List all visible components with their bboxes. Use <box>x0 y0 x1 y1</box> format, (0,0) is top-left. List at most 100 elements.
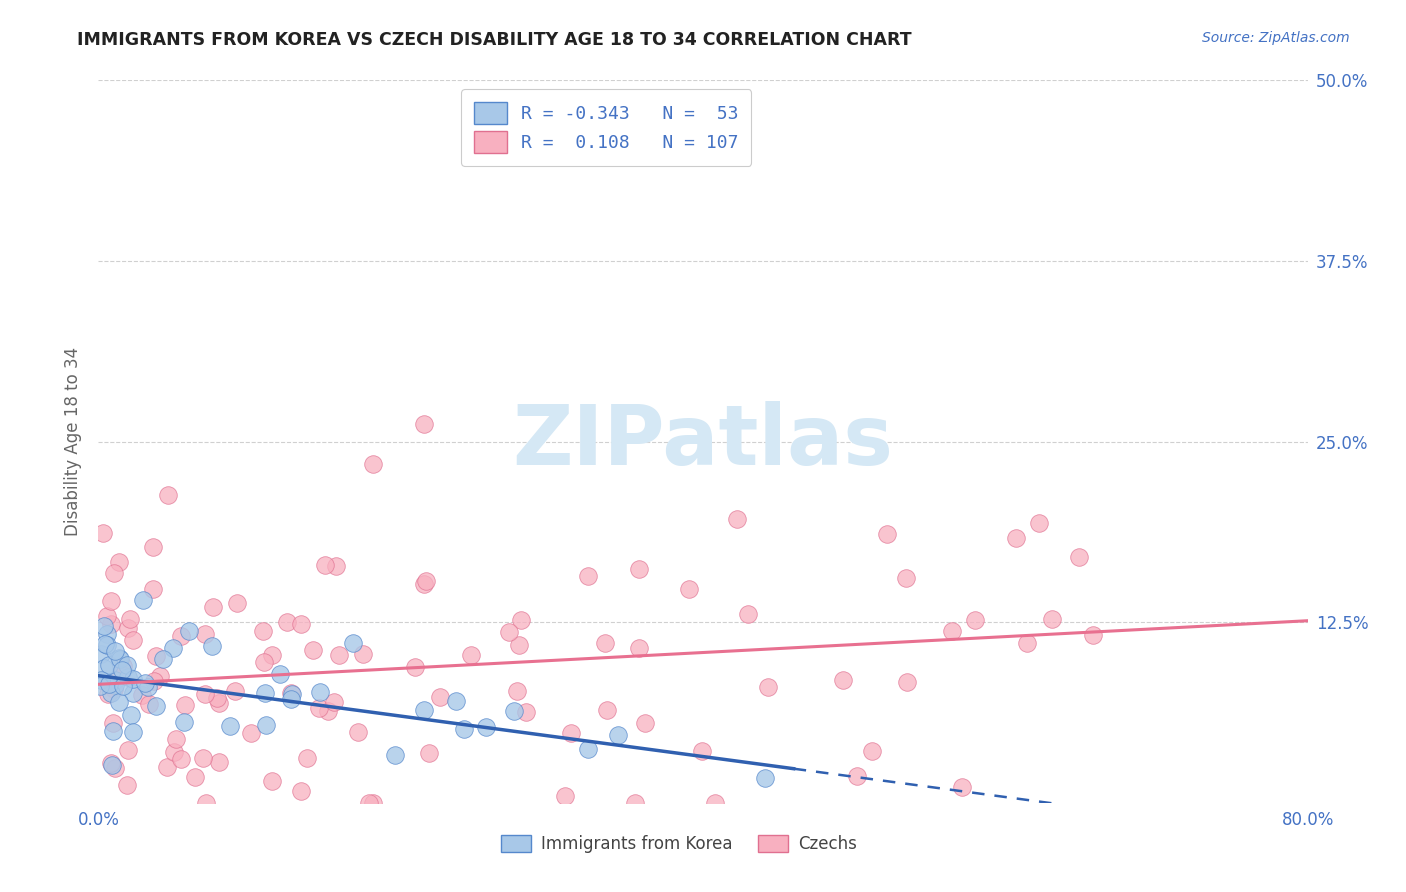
Point <box>193 751 215 765</box>
Text: ZIPatlas: ZIPatlas <box>513 401 893 482</box>
Point <box>1069 550 1091 565</box>
Point <box>262 648 284 662</box>
Point <box>412 417 434 431</box>
Point <box>219 719 242 733</box>
Point <box>413 702 436 716</box>
Point <box>108 555 131 569</box>
Point <box>97 677 120 691</box>
Point <box>96 608 118 623</box>
Point <box>101 758 124 772</box>
Point <box>846 768 869 782</box>
Point <box>1040 612 1063 626</box>
Point <box>145 648 167 663</box>
Point <box>224 684 246 698</box>
Point <box>453 722 475 736</box>
Point <box>896 571 918 585</box>
Point <box>253 655 276 669</box>
Point <box>860 744 883 758</box>
Point <box>253 686 276 700</box>
Point <box>359 796 381 810</box>
Point <box>627 641 650 656</box>
Point <box>90 673 112 687</box>
Point <box>96 639 118 653</box>
Point <box>89 679 111 693</box>
Point <box>505 683 527 698</box>
Point <box>195 796 218 810</box>
Point <box>138 698 160 712</box>
Point <box>122 673 145 687</box>
Point <box>352 648 374 662</box>
Point <box>96 627 118 641</box>
Point <box>112 659 135 673</box>
Point <box>502 704 524 718</box>
Point <box>692 744 714 758</box>
Point <box>100 616 122 631</box>
Point <box>576 568 599 582</box>
Point <box>704 796 727 810</box>
Point <box>576 741 599 756</box>
Point <box>363 796 385 810</box>
Point <box>163 746 186 760</box>
Point <box>122 633 145 648</box>
Point <box>118 612 141 626</box>
Point <box>194 687 217 701</box>
Point <box>876 526 898 541</box>
Point <box>104 673 127 687</box>
Point <box>596 703 619 717</box>
Point <box>1028 516 1050 530</box>
Point <box>308 685 330 699</box>
Point <box>754 771 776 785</box>
Text: IMMIGRANTS FROM KOREA VS CZECH DISABILITY AGE 18 TO 34 CORRELATION CHART: IMMIGRANTS FROM KOREA VS CZECH DISABILIT… <box>77 31 912 49</box>
Point <box>104 678 127 692</box>
Point <box>179 624 201 639</box>
Point <box>1005 531 1028 545</box>
Point <box>184 770 207 784</box>
Point <box>474 720 496 734</box>
Point <box>107 650 129 665</box>
Point <box>295 750 318 764</box>
Point <box>280 686 302 700</box>
Point <box>325 559 347 574</box>
Point <box>93 660 115 674</box>
Point <box>117 743 139 757</box>
Legend: Immigrants from Korea, Czechs: Immigrants from Korea, Czechs <box>495 828 863 860</box>
Point <box>756 680 779 694</box>
Point <box>302 642 325 657</box>
Point <box>121 686 143 700</box>
Point <box>205 690 228 705</box>
Point <box>93 619 115 633</box>
Point <box>143 673 166 688</box>
Point <box>103 566 125 581</box>
Text: Source: ZipAtlas.com: Source: ZipAtlas.com <box>1202 31 1350 45</box>
Point <box>173 714 195 729</box>
Point <box>100 594 122 608</box>
Point <box>201 640 224 654</box>
Point <box>162 640 184 655</box>
Point <box>832 673 855 687</box>
Point <box>412 577 434 591</box>
Point <box>111 663 134 677</box>
Point <box>110 667 132 681</box>
Point <box>201 599 224 614</box>
Point <box>101 723 124 738</box>
Point <box>103 681 125 696</box>
Point <box>627 562 650 576</box>
Point <box>429 690 451 704</box>
Point <box>554 789 576 804</box>
Y-axis label: Disability Age 18 to 34: Disability Age 18 to 34 <box>65 347 83 536</box>
Point <box>624 796 647 810</box>
Point <box>460 648 482 662</box>
Point <box>725 511 748 525</box>
Point <box>314 558 336 573</box>
Point <box>90 647 112 661</box>
Point <box>634 716 657 731</box>
Point <box>361 457 384 471</box>
Point <box>104 761 127 775</box>
Point <box>418 746 440 760</box>
Point <box>194 627 217 641</box>
Point <box>606 728 628 742</box>
Point <box>404 660 426 674</box>
Point <box>252 624 274 638</box>
Point <box>134 676 156 690</box>
Point <box>142 582 165 597</box>
